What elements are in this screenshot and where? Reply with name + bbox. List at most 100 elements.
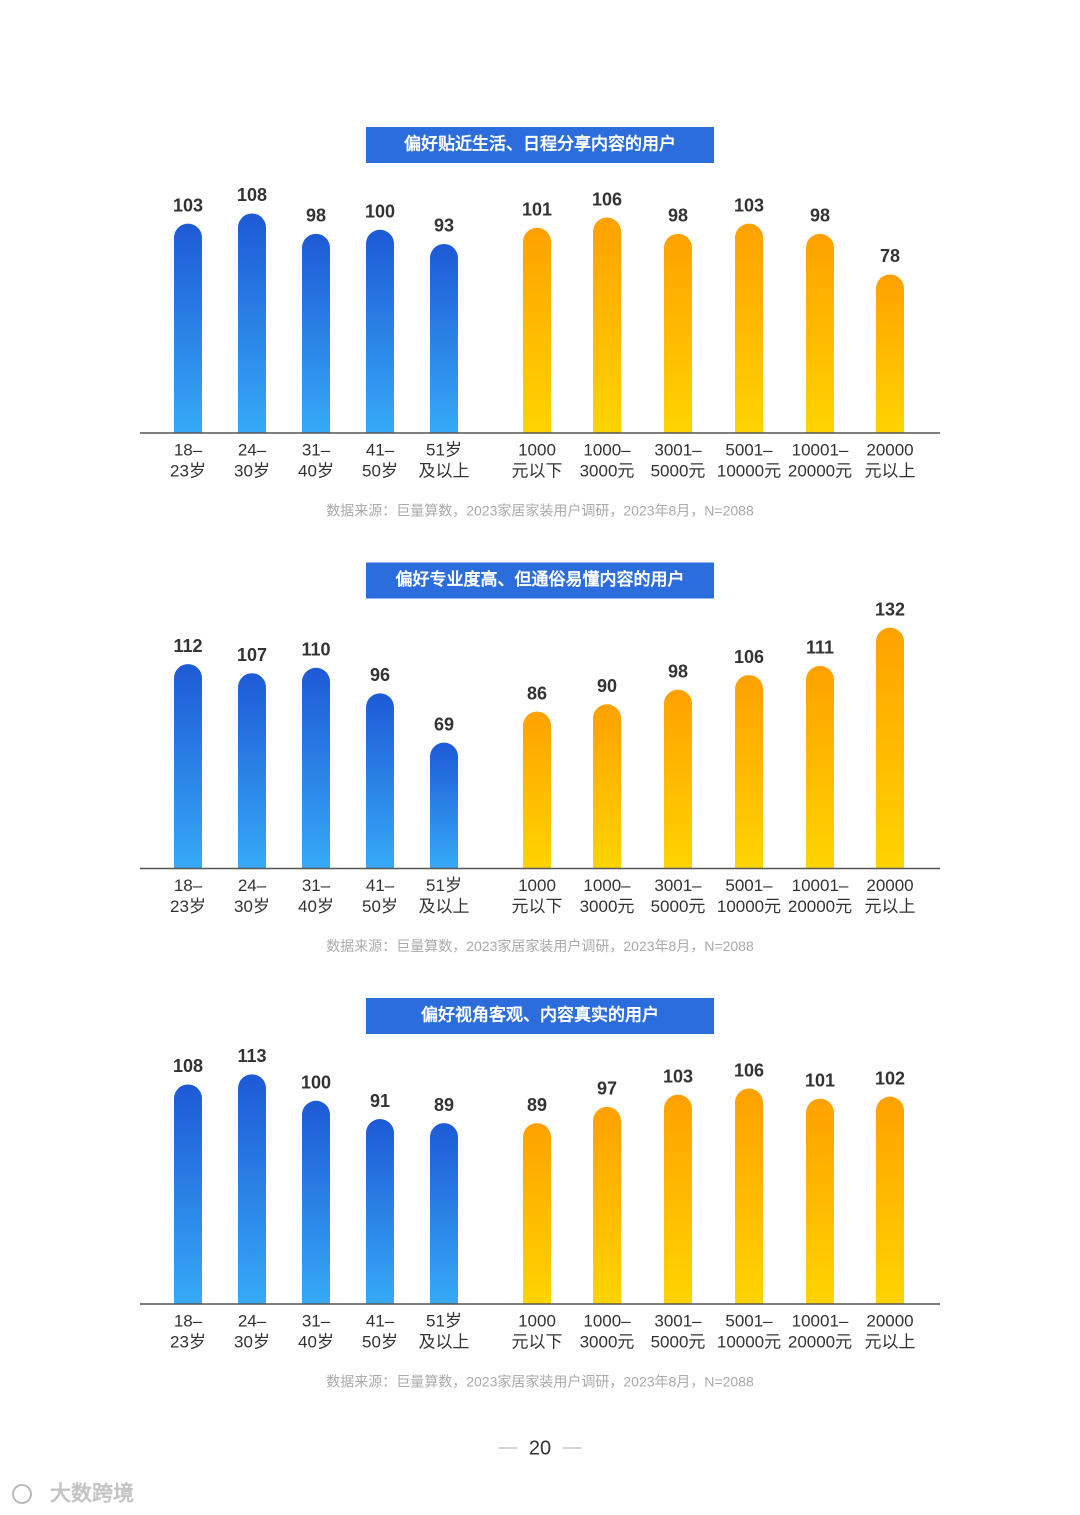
value-label: 103 xyxy=(173,195,203,215)
bar xyxy=(876,1096,904,1304)
value-label: 102 xyxy=(875,1068,905,1088)
bar xyxy=(430,1123,458,1304)
value-label: 97 xyxy=(597,1079,617,1099)
x-tick-label: 1000– xyxy=(583,440,631,459)
x-tick-label: 40岁 xyxy=(298,1332,334,1351)
bar xyxy=(430,243,458,433)
x-tick-label: 3000元 xyxy=(580,897,635,916)
x-tick-label: 23岁 xyxy=(170,461,206,480)
source-note: 数据来源：巨量算数，2023家居家装用户调研，2023年8月，N=2088 xyxy=(326,938,754,954)
bar xyxy=(806,1098,834,1304)
chart-title: 偏好专业度高、但通俗易懂内容的用户 xyxy=(396,569,685,589)
x-tick-label: 50岁 xyxy=(362,897,398,916)
value-label: 98 xyxy=(668,661,688,681)
value-label: 90 xyxy=(597,676,617,696)
value-label: 132 xyxy=(875,599,905,619)
bar xyxy=(302,233,330,433)
x-tick-label: 40岁 xyxy=(298,461,334,480)
x-tick-label: 1000 xyxy=(518,1311,556,1330)
bar xyxy=(238,213,266,433)
x-tick-label: 5000元 xyxy=(651,461,706,480)
bar xyxy=(664,233,692,433)
bar xyxy=(876,274,904,433)
x-tick-label: 51岁 xyxy=(426,1311,462,1330)
x-tick-label: 及以上 xyxy=(419,461,470,480)
bar xyxy=(876,627,904,869)
x-tick-label: 20000 xyxy=(866,440,913,459)
value-label: 89 xyxy=(527,1095,547,1115)
x-tick-label: 10001– xyxy=(792,1311,849,1330)
x-tick-label: 24– xyxy=(238,1311,267,1330)
x-tick-label: 31– xyxy=(302,1311,331,1330)
value-label: 112 xyxy=(173,636,202,656)
value-label: 106 xyxy=(592,189,622,209)
watermark-icon xyxy=(12,1484,32,1504)
bar xyxy=(238,673,266,869)
x-tick-label: 24– xyxy=(238,876,267,895)
bar xyxy=(174,223,202,433)
value-label: 91 xyxy=(370,1091,390,1111)
x-tick-label: 20000 xyxy=(866,876,913,895)
title-banner xyxy=(366,127,714,163)
x-tick-label: 元以下 xyxy=(512,897,563,916)
bar xyxy=(302,667,330,869)
bar xyxy=(593,217,621,433)
x-tick-label: 23岁 xyxy=(170,897,206,916)
value-label: 106 xyxy=(734,1060,764,1080)
x-tick-label: 3000元 xyxy=(580,461,635,480)
bar xyxy=(302,1100,330,1304)
x-tick-label: 41– xyxy=(366,876,395,895)
x-tick-label: 元以下 xyxy=(512,461,563,480)
x-tick-label: 元以上 xyxy=(865,1332,916,1351)
x-tick-label: 3001– xyxy=(654,440,702,459)
x-tick-label: 20000元 xyxy=(788,897,852,916)
bar xyxy=(430,742,458,869)
x-tick-label: 5001– xyxy=(725,440,773,459)
value-label: 98 xyxy=(810,206,830,226)
x-tick-label: 元以下 xyxy=(512,1332,563,1351)
x-tick-label: 1000 xyxy=(518,876,556,895)
source-note: 数据来源：巨量算数，2023家居家装用户调研，2023年8月，N=2088 xyxy=(326,503,754,519)
x-tick-label: 5000元 xyxy=(651,1332,706,1351)
value-label: 106 xyxy=(734,647,764,667)
x-tick-label: 及以上 xyxy=(419,897,470,916)
x-tick-label: 18– xyxy=(174,876,203,895)
bar xyxy=(174,1084,202,1304)
title-banner xyxy=(366,562,714,599)
x-tick-label: 50岁 xyxy=(362,461,398,480)
x-tick-label: 20000元 xyxy=(788,1332,852,1351)
x-tick-label: 18– xyxy=(174,440,203,459)
x-tick-label: 10000元 xyxy=(717,461,781,480)
x-tick-label: 10001– xyxy=(792,876,849,895)
x-tick-label: 51岁 xyxy=(426,440,462,459)
x-tick-label: 51岁 xyxy=(426,876,462,895)
value-label: 101 xyxy=(522,199,552,219)
x-tick-label: 10001– xyxy=(792,440,849,459)
bar xyxy=(238,1074,266,1304)
x-tick-label: 3000元 xyxy=(580,1332,635,1351)
x-tick-label: 3001– xyxy=(654,1311,702,1330)
x-tick-label: 1000– xyxy=(583,876,631,895)
x-tick-label: 40岁 xyxy=(298,897,334,916)
x-tick-label: 元以上 xyxy=(865,461,916,480)
title-banner xyxy=(366,998,714,1034)
value-label: 107 xyxy=(237,645,267,665)
x-tick-label: 元以上 xyxy=(865,897,916,916)
value-label: 113 xyxy=(237,1046,266,1066)
value-label: 108 xyxy=(173,1056,203,1076)
value-label: 100 xyxy=(365,201,395,221)
value-label: 110 xyxy=(301,640,330,660)
bar xyxy=(735,223,763,433)
x-tick-label: 3001– xyxy=(654,876,702,895)
x-tick-label: 23岁 xyxy=(170,1332,206,1351)
bar xyxy=(593,704,621,869)
chart-title: 偏好视角客观、内容真实的用户 xyxy=(421,1004,659,1024)
x-tick-label: 1000 xyxy=(518,440,556,459)
x-tick-label: 1000– xyxy=(583,1311,631,1330)
bar xyxy=(735,1088,763,1304)
bar xyxy=(664,689,692,869)
value-label: 78 xyxy=(880,246,900,266)
value-label: 103 xyxy=(734,195,764,215)
value-label: 93 xyxy=(434,216,454,236)
